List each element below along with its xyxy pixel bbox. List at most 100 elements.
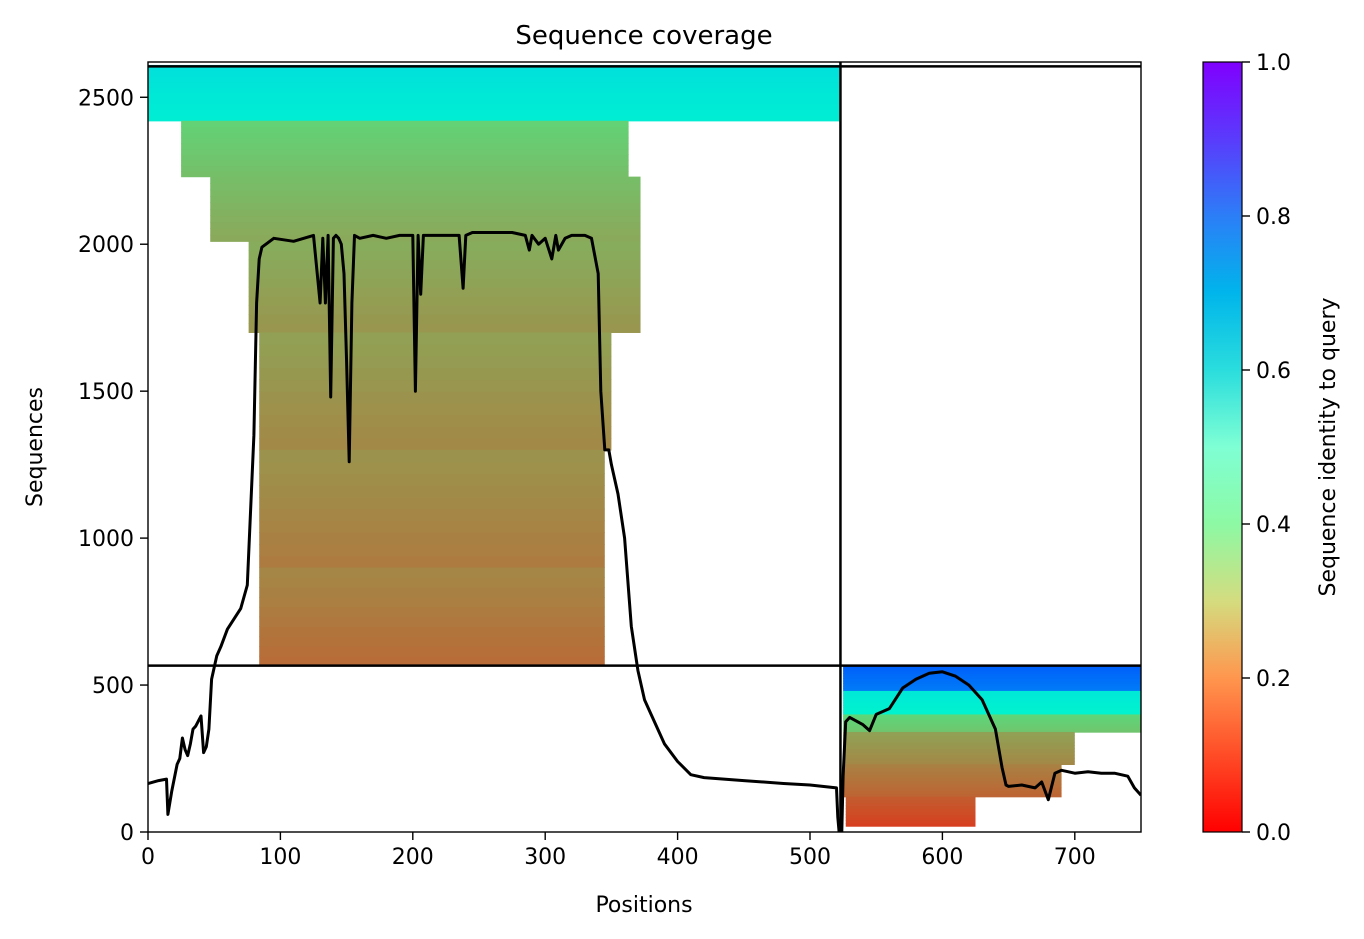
y-axis: 0 500 1000 1500 2000 2500: [78, 86, 148, 846]
msa-row-chain-1-2-0: [210, 234, 641, 242]
msa-row-chain-2-0-0: [843, 688, 1141, 692]
msa-row-chain-1-3-6: [248, 268, 641, 279]
msa-row-chain-1-5-5: [259, 496, 605, 510]
colorbar-tick-label: 0.2: [1256, 667, 1291, 692]
y-tick-label: 500: [92, 674, 134, 699]
colorbar: 0.0 0.2 0.4 0.6 0.8 1.0 Sequence identity to …: [1202, 51, 1341, 846]
plot-area: [147, 61, 1142, 833]
msa-row-chain-1-4-2: [259, 414, 612, 428]
msa-row-chain-2-5-5: [845, 808, 976, 813]
msa-row-chain-2-1-6: [843, 697, 1141, 701]
msa-row-chain-1-5-1: [259, 543, 605, 557]
chain-boundaries: [148, 62, 1141, 832]
y-tick-label: 2000: [78, 233, 134, 258]
msa-row-chain-1-3-5: [248, 277, 641, 288]
y-tick-label: 2500: [78, 86, 134, 111]
msa-row-chain-2-5-6: [845, 805, 976, 810]
msa-row-chain-2-1-0: [843, 712, 1141, 716]
msa-row-chain-1-5-3: [259, 520, 605, 533]
y-axis-label: Sequences: [23, 387, 48, 507]
msa-row-chain-1-5-0: [259, 555, 605, 569]
coverage-line-layer: [148, 231, 1141, 832]
msa-row-chain-2-0-7: [843, 670, 1141, 674]
msa-row-chain-1-2-4: [210, 208, 641, 217]
msa-row-chain-2-1-2: [843, 707, 1141, 711]
msa-row-chain-2-0-3: [843, 680, 1141, 684]
msa-row-chain-2-5-2: [845, 817, 976, 821]
msa-row-chain-1-0-0: [148, 115, 841, 122]
colorbar-ticks: 0.0 0.2 0.4 0.6 0.8 1.0: [1242, 51, 1291, 846]
y-tick-label: 0: [120, 821, 134, 846]
msa-row-chain-2-3-3: [843, 751, 1075, 756]
x-tick-label: 100: [259, 845, 301, 870]
msa-row-chain-2-5-4: [845, 811, 976, 815]
msa-row-chain-2-3-0: [843, 761, 1075, 766]
msa-row-chain-2-2-0: [843, 730, 1141, 733]
msa-row-chain-2-0-9: [843, 665, 1141, 669]
msa-row-chain-1-0-9: [148, 64, 841, 72]
msa-row-chain-2-0-4: [843, 678, 1141, 682]
msa-row-chain-1-1-7: [181, 131, 629, 139]
colorbar-gradient: [1202, 61, 1243, 833]
msa-row-chain-2-4-7: [843, 770, 1062, 775]
msa-row-chain-2-4-2: [843, 787, 1062, 791]
plot-frame: [147, 61, 1142, 833]
y-tick-label: 1500: [78, 380, 134, 405]
msa-row-chain-1-0-7: [148, 76, 841, 83]
msa-row-chain-2-5-0: [845, 823, 976, 827]
msa-row-chain-2-5-1: [845, 820, 976, 824]
msa-row-chain-1-4-3: [259, 402, 612, 416]
msa-row-chain-1-2-3: [210, 215, 641, 223]
msa-row-chain-2-3-9: [843, 732, 1075, 736]
msa-row-chain-2-4-5: [843, 777, 1062, 782]
msa-row-chain-1-3-9: [248, 241, 641, 251]
msa-blocks: [148, 64, 1141, 827]
msa-row-chain-1-5-9: [259, 449, 605, 463]
msa-row-chain-1-6-0: [259, 655, 605, 667]
x-tick-label: 300: [524, 845, 566, 870]
msa-row-chain-2-1-8: [843, 693, 1141, 697]
colorbar-tick-label: 0.6: [1256, 359, 1291, 384]
msa-row-chain-1-1-3: [181, 154, 629, 161]
msa-row-chain-2-3-8: [843, 735, 1075, 740]
msa-row-chain-1-0-4: [148, 92, 841, 100]
msa-row-chain-1-1-2: [181, 159, 629, 167]
x-tick-label: 700: [1054, 845, 1096, 870]
msa-row-chain-2-0-1: [843, 685, 1141, 690]
x-tick-label: 400: [657, 845, 699, 870]
msa-row-chain-1-3-8: [248, 250, 641, 261]
msa-row-chain-1-6-3: [259, 626, 605, 637]
msa-row-chain-2-1-7: [843, 695, 1141, 699]
x-axis-label: Positions: [595, 893, 692, 918]
msa-row-chain-1-4-8: [259, 344, 612, 357]
msa-row-chain-1-1-8: [181, 126, 629, 133]
msa-row-chain-2-4-4: [843, 780, 1062, 785]
msa-row-chain-1-2-6: [210, 196, 641, 204]
msa-row-chain-2-0-6: [843, 673, 1141, 677]
msa-row-chain-1-1-9: [181, 120, 629, 127]
colorbar-tick-label: 1.0: [1256, 51, 1291, 76]
msa-row-chain-2-4-6: [843, 774, 1062, 778]
msa-row-chain-1-3-1: [248, 314, 641, 324]
msa-row-chain-1-3-3: [248, 295, 641, 306]
msa-row-chain-2-1-5: [843, 700, 1141, 704]
msa-row-chain-1-4-7: [259, 355, 612, 369]
msa-row-chain-1-0-6: [148, 81, 841, 88]
msa-row-chain-1-6-5: [259, 606, 605, 618]
msa-row-chain-2-1-9: [843, 690, 1141, 694]
msa-row-chain-1-0-8: [148, 70, 841, 77]
msa-row-chain-2-2-1: [843, 728, 1141, 731]
msa-row-chain-2-2-8: [843, 716, 1141, 719]
msa-row-chain-2-3-2: [843, 754, 1075, 759]
msa-row-chain-2-4-0: [843, 793, 1062, 798]
msa-row-chain-1-0-1: [148, 109, 841, 116]
msa-row-chain-1-2-5: [210, 202, 641, 210]
msa-row-chain-1-5-8: [259, 461, 605, 475]
msa-row-chain-1-5-4: [259, 508, 605, 522]
msa-row-chain-2-3-6: [843, 741, 1075, 746]
y-tick-label: 1000: [78, 527, 134, 552]
x-tick-label: 500: [789, 845, 831, 870]
msa-row-chain-1-5-6: [259, 485, 605, 498]
msa-row-chain-2-2-3: [843, 725, 1141, 728]
